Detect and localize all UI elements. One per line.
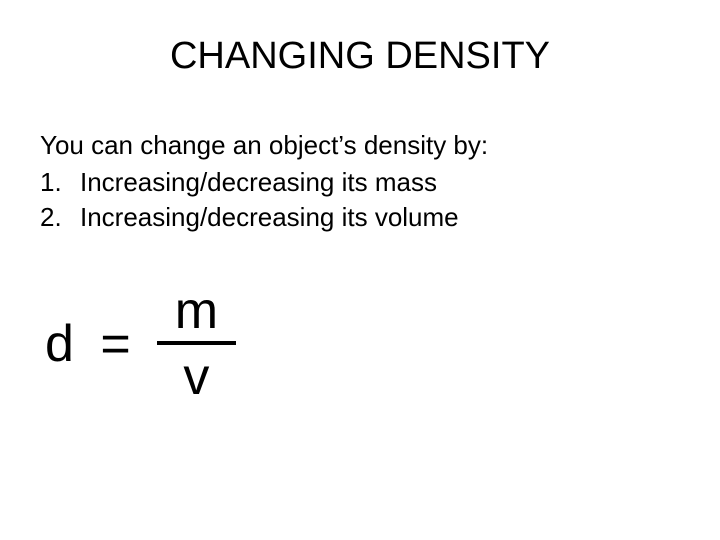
formula-numerator: m <box>157 285 236 337</box>
page-title: CHANGING DENSITY <box>40 35 680 78</box>
intro-text: You can change an object’s density by: <box>40 128 680 163</box>
fraction-bar <box>157 341 236 345</box>
formula-lhs: d = <box>45 314 137 374</box>
list-text: Increasing/decreasing its volume <box>80 202 459 232</box>
body-text-block: You can change an object’s density by: 1… <box>40 128 680 235</box>
formula-fraction: m v <box>157 285 236 403</box>
list-number: 1. <box>40 165 80 200</box>
list-number: 2. <box>40 200 80 235</box>
formula-denominator: v <box>165 349 227 403</box>
list-text: Increasing/decreasing its mass <box>80 167 437 197</box>
density-formula: d = m v <box>45 285 680 403</box>
list-item: 2.Increasing/decreasing its volume <box>40 200 680 235</box>
list-item: 1.Increasing/decreasing its mass <box>40 165 680 200</box>
